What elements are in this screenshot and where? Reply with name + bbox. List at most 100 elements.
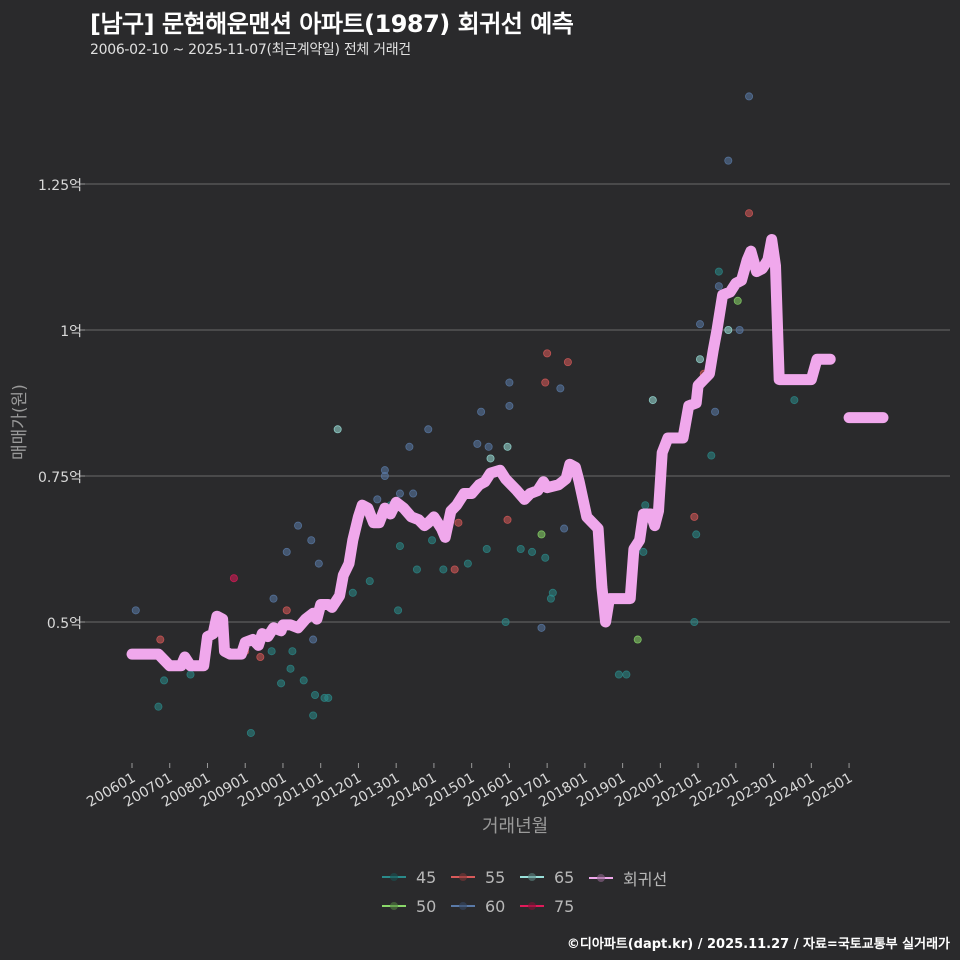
y-tick-label: 1억 — [60, 324, 82, 340]
legend-item-45: 45 — [380, 866, 436, 888]
regression-path — [126, 234, 836, 672]
legend-label: 60 — [485, 896, 506, 916]
data-point-45 — [692, 530, 701, 539]
data-point-60 — [560, 524, 569, 533]
data-point-60 — [537, 623, 546, 632]
data-point-45 — [690, 618, 699, 627]
legend-swatch-icon — [518, 895, 546, 917]
data-point-45 — [299, 676, 308, 685]
data-point-55 — [450, 565, 459, 574]
data-point-60 — [409, 489, 418, 498]
legend-label: 75 — [554, 896, 575, 916]
data-point-60 — [473, 439, 482, 448]
data-point-55 — [156, 635, 165, 644]
data-point-45 — [548, 588, 557, 597]
data-point-60 — [307, 536, 316, 545]
legend-label: 55 — [485, 867, 506, 887]
data-point-45 — [622, 670, 631, 679]
data-point-45 — [394, 606, 403, 615]
data-point-45 — [277, 679, 286, 688]
data-point-60 — [380, 471, 389, 480]
legend-label: 50 — [416, 896, 437, 916]
data-point-65 — [486, 454, 495, 463]
data-point-60 — [556, 384, 565, 393]
data-point-45 — [516, 545, 525, 554]
data-point-45 — [324, 693, 333, 702]
data-point-55 — [454, 518, 463, 527]
data-point-45 — [439, 565, 448, 574]
data-point-45 — [186, 670, 195, 679]
gridlines — [80, 183, 950, 623]
legend-swatch-icon — [380, 866, 408, 888]
data-point-60 — [745, 92, 754, 101]
data-point-45 — [311, 691, 320, 700]
data-point-60 — [294, 521, 303, 530]
data-point-65 — [724, 325, 733, 334]
data-point-50 — [537, 530, 546, 539]
legend-swatch-icon — [518, 866, 546, 888]
data-point-45 — [288, 647, 297, 656]
data-point-45 — [160, 676, 169, 685]
data-point-65 — [648, 396, 657, 405]
data-point-65 — [333, 425, 342, 434]
data-point-45 — [501, 618, 510, 627]
data-point-45 — [614, 670, 623, 679]
y-axis-title: 매매가(원) — [10, 384, 30, 460]
y-tick-label: 0.75억 — [37, 470, 82, 486]
legend-item-50: 50 — [380, 895, 436, 917]
data-point-45 — [714, 267, 723, 276]
data-point-60 — [724, 156, 733, 165]
legend-item-75: 75 — [518, 895, 574, 917]
y-tick-label: 0.5억 — [46, 616, 82, 632]
data-point-60 — [373, 495, 382, 504]
data-point-45 — [309, 711, 318, 720]
data-point-60 — [695, 320, 704, 329]
data-point-55 — [690, 512, 699, 521]
data-point-45 — [541, 553, 550, 562]
legend-swatch-icon — [449, 866, 477, 888]
legend-item-55: 55 — [449, 866, 505, 888]
regression-line — [126, 234, 889, 672]
y-axis-title-wrap: 매매가(원) — [5, 384, 30, 560]
data-point-45 — [348, 588, 357, 597]
data-point-45 — [482, 545, 491, 554]
data-point-60 — [424, 425, 433, 434]
data-point-45 — [246, 728, 255, 737]
data-point-45 — [286, 664, 295, 673]
data-point-60 — [395, 489, 404, 498]
data-point-60 — [735, 325, 744, 334]
data-point-60 — [477, 407, 486, 416]
data-point-60 — [282, 547, 291, 556]
legend-item-reg: 회귀선 — [587, 866, 667, 890]
data-point-60 — [131, 606, 140, 615]
data-point-60 — [314, 559, 323, 568]
data-point-55 — [256, 653, 265, 662]
legend-label: 65 — [554, 867, 575, 887]
data-point-45 — [395, 542, 404, 551]
data-point-55 — [503, 515, 512, 524]
data-point-60 — [714, 282, 723, 291]
legend-swatch-icon — [449, 895, 477, 917]
data-point-65 — [695, 355, 704, 364]
data-point-65 — [503, 442, 512, 451]
legend-label: 45 — [416, 867, 437, 887]
data-point-60 — [405, 442, 414, 451]
data-point-50 — [633, 635, 642, 644]
data-point-60 — [711, 407, 720, 416]
data-point-45 — [641, 501, 650, 510]
legend-swatch-icon — [380, 895, 408, 917]
legend-label: 회귀선 — [623, 870, 668, 889]
data-point-60 — [269, 594, 278, 603]
source-caption: ©디아파트(dapt.kr) / 2025.11.27 / 자료=국토교통부 실… — [566, 937, 950, 952]
data-point-60 — [505, 378, 514, 387]
data-point-45 — [528, 547, 537, 556]
data-point-45 — [154, 702, 163, 711]
x-tick-marks — [131, 763, 850, 768]
data-point-55 — [745, 209, 754, 218]
data-point-45 — [428, 536, 437, 545]
y-tick-label: 1.25억 — [37, 178, 82, 194]
data-point-75 — [229, 574, 238, 583]
data-point-45 — [790, 396, 799, 405]
legend-item-60: 60 — [449, 895, 505, 917]
